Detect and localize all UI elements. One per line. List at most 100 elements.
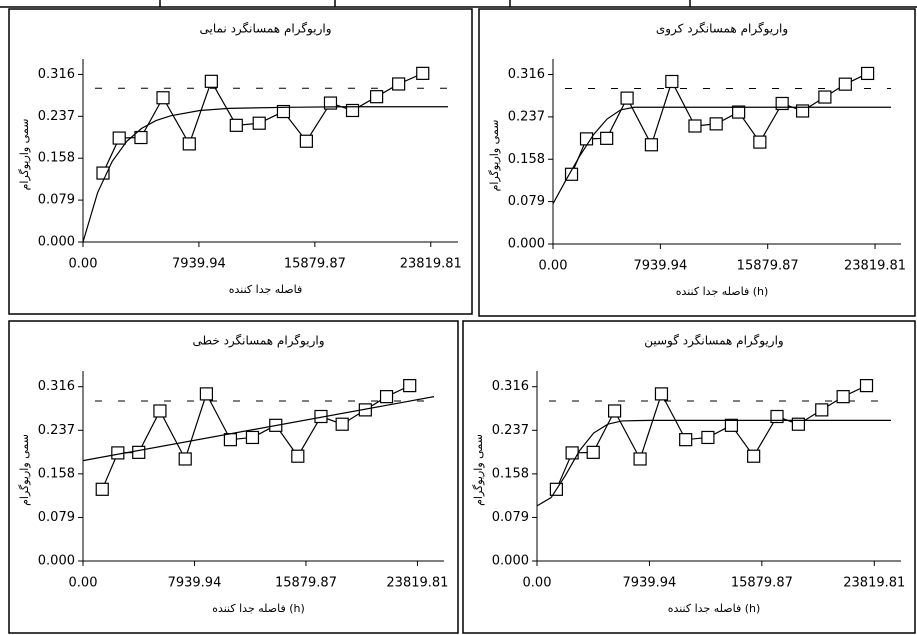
data-point: [335, 417, 349, 431]
data-point: [178, 452, 192, 466]
data-point: [153, 404, 167, 418]
data-point: [836, 390, 850, 404]
data-point: [633, 452, 647, 466]
panel-frame: [478, 8, 916, 317]
data-point: [134, 130, 148, 145]
chart-title: واریوگرام همسانگرد گوسین: [644, 334, 783, 349]
x-axis-label: فاصله جدا کننده: [229, 283, 303, 296]
data-point: [291, 449, 305, 463]
y-tick-label: 0.237: [38, 423, 75, 438]
data-point: [223, 433, 238, 447]
data-point: [644, 138, 659, 152]
chart-title: واریوگرام همسانگرد کروی: [656, 22, 788, 37]
data-point: [182, 137, 196, 151]
data-point: [861, 66, 875, 81]
data-point: [815, 403, 829, 417]
data-point: [132, 445, 146, 459]
panel-frame: [462, 320, 916, 634]
data-point: [229, 118, 243, 132]
data-point: [199, 387, 214, 401]
x-axis-label: فاصله جدا کننده (h): [668, 602, 761, 615]
data-point: [323, 96, 338, 110]
y-axis-label: سمی واریوگرام: [472, 434, 485, 506]
data-point: [370, 90, 384, 104]
y-tick-label: 0.079: [38, 193, 75, 208]
data-point: [276, 104, 291, 119]
y-axis-label: سمی واریوگرام: [18, 434, 31, 506]
x-tick-label: 0.00: [69, 576, 98, 591]
y-tick-label: 0.158: [492, 466, 529, 481]
y-tick-label: 0.158: [38, 466, 75, 481]
data-point: [724, 418, 739, 432]
model-curve: [82, 106, 448, 243]
x-tick-label: 15879.87: [284, 257, 346, 272]
x-tick-label: 23819.81: [843, 576, 905, 591]
x-tick-label: 7939.94: [623, 576, 677, 591]
data-point: [709, 117, 723, 131]
data-point: [600, 131, 614, 145]
x-axis-label: فاصله جدا کننده (h): [676, 285, 769, 298]
data-point: [775, 96, 789, 111]
data-point: [95, 482, 109, 496]
data-point: [701, 430, 715, 445]
data-point: [665, 74, 679, 89]
data-point: [112, 131, 126, 145]
y-tick-label: 0.237: [38, 109, 75, 124]
x-axis-label: فاصله جدا کننده (h): [212, 602, 305, 615]
data-point: [688, 119, 702, 133]
data-point: [791, 417, 805, 431]
y-tick-label: 0.158: [38, 151, 75, 166]
model-curve: [82, 396, 435, 462]
y-tick-label: 0.079: [38, 510, 75, 525]
data-point: [564, 167, 579, 181]
y-tick-label: 0.000: [508, 237, 545, 252]
data-point: [245, 430, 260, 445]
table-strip: [0, 0, 917, 8]
data-point: [403, 379, 417, 393]
data-point: [795, 104, 810, 118]
x-tick-label: 15879.87: [737, 259, 799, 274]
x-tick-label: 0.00: [523, 576, 552, 591]
chart-title: واریوگرام همسانگرد نمایی: [199, 22, 331, 37]
x-tick-label: 7939.94: [168, 576, 222, 591]
y-tick-label: 0.000: [492, 554, 529, 569]
y-axis-label: سمی واریوگرام: [18, 119, 31, 191]
y-tick-label: 0.079: [492, 510, 529, 525]
data-point: [747, 449, 761, 463]
x-tick-label: 23819.81: [844, 259, 906, 274]
data-point: [818, 90, 832, 104]
data-point: [204, 74, 218, 88]
chart-title: واریوگرام همسانگرد خطی: [192, 334, 324, 349]
data-point: [392, 77, 406, 91]
data-point: [838, 77, 852, 91]
data-point: [654, 387, 669, 401]
data-point: [770, 409, 784, 424]
data-point: [586, 445, 600, 459]
y-tick-label: 0.000: [38, 235, 75, 250]
x-tick-label: 15879.87: [275, 576, 337, 591]
y-tick-label: 0.316: [508, 67, 545, 82]
y-tick-label: 0.237: [492, 423, 529, 438]
data-point: [753, 135, 767, 149]
y-tick-label: 0.079: [508, 194, 545, 209]
data-point: [345, 103, 360, 118]
data-point: [299, 134, 313, 148]
panel-frame: [8, 320, 459, 634]
x-tick-label: 7939.94: [172, 257, 226, 272]
x-tick-label: 0.00: [539, 259, 568, 274]
data-point: [156, 91, 170, 105]
data-point: [252, 116, 266, 130]
y-axis-label: سمی واریوگرام: [488, 120, 501, 192]
y-tick-label: 0.316: [492, 379, 529, 394]
x-tick-label: 23819.81: [386, 576, 448, 591]
y-tick-label: 0.316: [38, 67, 75, 82]
x-tick-label: 7939.94: [633, 259, 687, 274]
x-tick-label: 23819.81: [400, 257, 462, 272]
panel-frame: [8, 8, 473, 315]
x-tick-label: 15879.87: [731, 576, 793, 591]
y-tick-label: 0.237: [508, 109, 545, 124]
x-tick-label: 0.00: [69, 257, 98, 272]
data-point: [859, 379, 874, 393]
model-curve: [552, 106, 891, 205]
